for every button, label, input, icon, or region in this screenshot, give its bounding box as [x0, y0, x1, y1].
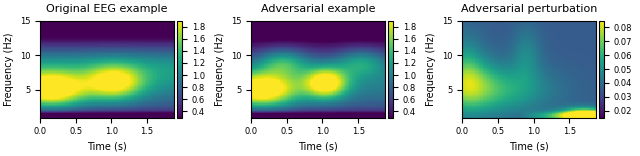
- X-axis label: Time (s): Time (s): [87, 142, 127, 152]
- Title: Adversarial perturbation: Adversarial perturbation: [461, 4, 597, 14]
- Y-axis label: Frequency (Hz): Frequency (Hz): [4, 32, 14, 106]
- X-axis label: Time (s): Time (s): [298, 142, 338, 152]
- Title: Original EEG example: Original EEG example: [46, 4, 168, 14]
- Y-axis label: Frequency (Hz): Frequency (Hz): [215, 32, 225, 106]
- Title: Adversarial example: Adversarial example: [260, 4, 375, 14]
- Y-axis label: Frequency (Hz): Frequency (Hz): [426, 32, 436, 106]
- X-axis label: Time (s): Time (s): [509, 142, 549, 152]
